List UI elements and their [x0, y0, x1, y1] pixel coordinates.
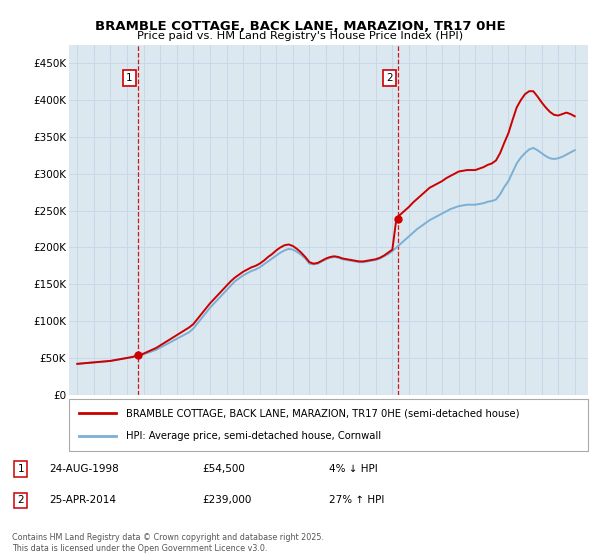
Text: BRAMBLE COTTAGE, BACK LANE, MARAZION, TR17 0HE: BRAMBLE COTTAGE, BACK LANE, MARAZION, TR…	[95, 20, 505, 32]
Text: 1: 1	[17, 464, 24, 474]
Text: Price paid vs. HM Land Registry's House Price Index (HPI): Price paid vs. HM Land Registry's House …	[137, 31, 463, 41]
Text: 27% ↑ HPI: 27% ↑ HPI	[329, 496, 384, 506]
Text: £239,000: £239,000	[202, 496, 251, 506]
Text: 2: 2	[17, 496, 24, 506]
Text: Contains HM Land Registry data © Crown copyright and database right 2025.
This d: Contains HM Land Registry data © Crown c…	[12, 533, 324, 553]
Text: BRAMBLE COTTAGE, BACK LANE, MARAZION, TR17 0HE (semi-detached house): BRAMBLE COTTAGE, BACK LANE, MARAZION, TR…	[126, 408, 520, 418]
Text: 1: 1	[126, 73, 133, 83]
Text: 4% ↓ HPI: 4% ↓ HPI	[329, 464, 377, 474]
Text: £54,500: £54,500	[202, 464, 245, 474]
Text: 2: 2	[386, 73, 392, 83]
FancyBboxPatch shape	[69, 399, 588, 451]
Text: 24-AUG-1998: 24-AUG-1998	[49, 464, 119, 474]
Text: HPI: Average price, semi-detached house, Cornwall: HPI: Average price, semi-detached house,…	[126, 431, 381, 441]
Text: 25-APR-2014: 25-APR-2014	[49, 496, 116, 506]
